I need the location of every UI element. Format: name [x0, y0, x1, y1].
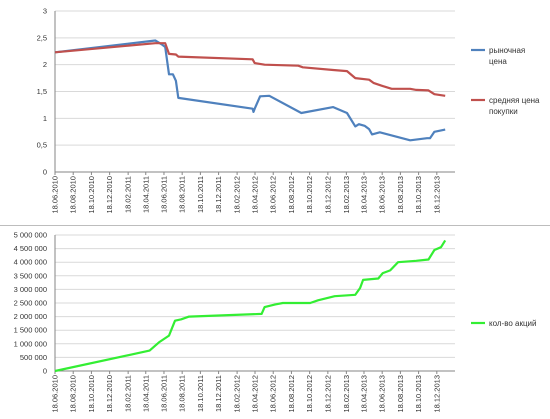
x-tick-label: 18.12.2012 — [323, 176, 332, 214]
x-tick-label: 18.06.2010 — [51, 176, 60, 214]
price-chart: 0 0,5 1 1,5 2 2,5 3 18.06.2010 18.08.2010 18.10.2… — [37, 7, 540, 214]
x-tick-label: 18.12.2011 — [214, 176, 223, 213]
x-tick-label: 18.02.2011 — [124, 176, 133, 213]
y-tick-label: 2 000 000 — [14, 312, 47, 321]
x-tick-label: 18.06.2011 — [159, 375, 168, 412]
x-tick-label: 18.02.2012 — [233, 176, 242, 214]
x-tick-label: 18.10.2011 — [196, 176, 205, 213]
y-tick-label: 3 — [43, 7, 47, 16]
x-tick-label: 18.08.2011 — [178, 176, 187, 213]
x-tick-label: 18.02.2012 — [233, 375, 242, 413]
x-tick-label: 18.04.2011 — [141, 176, 150, 213]
series-line — [54, 239, 447, 373]
x-tick-label: 18.04.2012 — [251, 375, 260, 413]
x-tick-label: 18.10.2012 — [305, 176, 314, 214]
series-line — [54, 42, 446, 97]
x-tick-label: 18.12.2011 — [214, 375, 223, 412]
legend-label: покупки — [489, 107, 518, 116]
x-tick-label: 18.08.2013 — [396, 176, 405, 214]
y-tick-label: 1 500 000 — [14, 326, 47, 335]
x-tick-label: 18.08.2012 — [287, 375, 296, 413]
y-tick-label: 4 500 000 — [14, 244, 47, 253]
shares-chart: 0 500 000 1 000 000 1 500 000 2 000 000 2 500… — [14, 231, 537, 413]
x-tick-label: 18.06.2013 — [378, 375, 387, 413]
x-tick-label: 18.12.2012 — [323, 375, 332, 413]
x-tick-label: 18.10.2010 — [87, 176, 96, 214]
y-tick-label: 2 — [43, 60, 47, 69]
x-tick-label: 18.10.2011 — [196, 375, 205, 412]
x-tick-label: 18.12.2010 — [105, 176, 114, 214]
legend-label: рыночная — [489, 46, 525, 55]
y-tick-label: 3 500 000 — [14, 271, 47, 280]
y-tick-label: 1 — [43, 114, 47, 123]
y-tick-label: 1,5 — [37, 87, 47, 96]
y-tick-label: 1 000 000 — [14, 339, 47, 348]
x-tick-label: 18.08.2012 — [287, 176, 296, 214]
x-tick-label: 18.06.2011 — [159, 176, 168, 213]
x-tick-label: 18.02.2013 — [342, 176, 351, 214]
y-tick-label: 0 — [43, 168, 47, 177]
x-tick-label: 18.10.2013 — [414, 176, 423, 214]
legend-label: кол-во акций — [489, 319, 537, 328]
x-tick-label: 18.06.2013 — [378, 176, 387, 214]
x-tick-label: 18.06.2012 — [269, 176, 278, 214]
y-tick-label: 500 000 — [20, 353, 47, 362]
x-tick-label: 18.04.2011 — [141, 375, 150, 412]
x-tick-label: 18.04.2013 — [359, 176, 368, 214]
x-tick-label: 18.10.2013 — [414, 375, 423, 413]
y-tick-label: 3 000 000 — [14, 285, 47, 294]
x-tick-label: 18.10.2010 — [87, 375, 96, 413]
x-tick-label: 18.06.2012 — [269, 375, 278, 413]
y-tick-label: 4 000 000 — [14, 258, 47, 267]
x-tick-label: 18.08.2010 — [69, 176, 78, 214]
y-tick-label: 0,5 — [37, 141, 47, 150]
x-tick-label: 18.10.2012 — [305, 375, 314, 413]
x-tick-label: 18.04.2013 — [359, 375, 368, 413]
x-tick-label: 18.06.2010 — [51, 375, 60, 413]
y-tick-label: 5 000 000 — [14, 231, 47, 240]
x-tick-label: 18.04.2012 — [251, 176, 260, 214]
x-tick-label: 18.12.2010 — [105, 375, 114, 413]
series-line — [54, 39, 446, 142]
legend-label: цена — [489, 57, 507, 66]
y-tick-label: 2,5 — [37, 33, 47, 42]
y-tick-label: 2 500 000 — [14, 299, 47, 308]
x-tick-label: 18.12.2013 — [432, 176, 441, 214]
x-tick-label: 18.08.2011 — [178, 375, 187, 412]
legend-label: средняя цена — [489, 96, 540, 105]
x-tick-label: 18.02.2013 — [342, 375, 351, 413]
x-tick-label: 18.08.2013 — [396, 375, 405, 413]
x-tick-label: 18.08.2010 — [69, 375, 78, 413]
x-tick-label: 18.12.2013 — [432, 375, 441, 413]
x-tick-label: 18.02.2011 — [124, 375, 133, 412]
y-tick-label: 0 — [43, 367, 47, 376]
